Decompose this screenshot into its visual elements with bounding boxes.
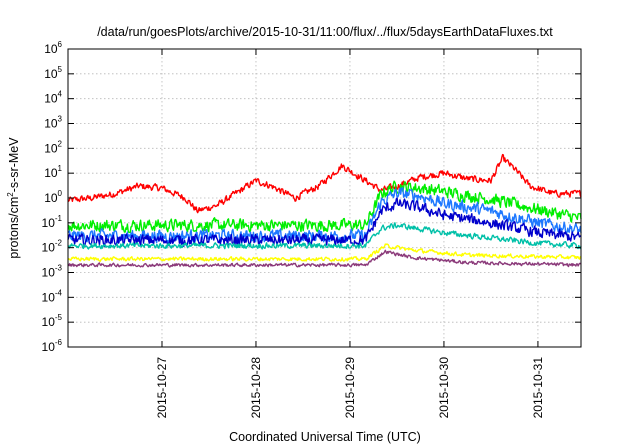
y-tick-base: 10 bbox=[42, 216, 56, 230]
x-axis-title: Coordinated Universal Time (UTC) bbox=[229, 430, 421, 444]
x-tick-label: 2015-10-30 bbox=[437, 357, 451, 419]
chart-title: /data/run/goesPlots/archive/2015-10-31/1… bbox=[97, 25, 553, 39]
y-tick-label: 10-5 bbox=[42, 313, 63, 329]
y-tick-exponent: -6 bbox=[55, 338, 63, 347]
y-tick-label: 10-1 bbox=[42, 214, 63, 230]
y-axis-title: protons/cm2-s-sr-MeV bbox=[6, 137, 21, 259]
y-tick-base: 10 bbox=[44, 141, 58, 155]
y-tick-label: 103 bbox=[44, 115, 62, 131]
x-tick-label: 2015-10-31 bbox=[531, 357, 545, 419]
y-tick-exponent: 2 bbox=[58, 139, 63, 148]
y-tick-label: 10-2 bbox=[42, 239, 63, 255]
y-tick-exponent: 1 bbox=[58, 164, 63, 173]
x-tick-label: 2015-10-27 bbox=[155, 357, 169, 419]
y-tick-exponent: -2 bbox=[55, 239, 63, 248]
y-tick-exponent: 4 bbox=[58, 90, 63, 99]
y-tick-exponent: 3 bbox=[58, 115, 63, 124]
grid bbox=[68, 49, 581, 347]
y-tick-base: 10 bbox=[42, 315, 56, 329]
y-tick-base: 10 bbox=[44, 191, 58, 205]
y-tick-label: 106 bbox=[44, 40, 62, 56]
y-tick-label: 10-6 bbox=[42, 338, 63, 354]
y-tick-label: 101 bbox=[44, 164, 62, 180]
y-tick-exponent: 5 bbox=[58, 65, 63, 74]
x-axis: 2015-10-27 2015-10-28 2015-10-29 2015-10-30… bbox=[155, 49, 545, 418]
y-tick-base: 10 bbox=[44, 166, 58, 180]
y-tick-base: 10 bbox=[44, 42, 58, 56]
y-tick-exponent: -4 bbox=[55, 288, 63, 297]
y-axis: 10-610-510-410-310-210-11001011021031041… bbox=[42, 40, 581, 354]
series-line-2 bbox=[67, 180, 582, 234]
y-tick-label: 104 bbox=[44, 90, 62, 106]
y-tick-exponent: -3 bbox=[55, 264, 63, 273]
y-tick-exponent: 0 bbox=[58, 189, 63, 198]
y-tick-base: 10 bbox=[42, 290, 56, 304]
series-line-1 bbox=[67, 153, 582, 214]
y-tick-label: 105 bbox=[44, 65, 62, 81]
y-tick-label: 10-3 bbox=[42, 264, 63, 280]
y-tick-label: 102 bbox=[44, 139, 62, 155]
x-tick-label: 2015-10-29 bbox=[343, 357, 357, 419]
y-tick-base: 10 bbox=[42, 340, 56, 354]
series-line-5 bbox=[67, 222, 582, 250]
y-tick-base: 10 bbox=[44, 92, 58, 106]
y-axis-title-exponent: 2 bbox=[6, 192, 15, 197]
y-tick-label: 10-4 bbox=[42, 288, 63, 304]
y-tick-exponent: -1 bbox=[55, 214, 63, 223]
y-tick-base: 10 bbox=[42, 266, 56, 280]
y-tick-exponent: -5 bbox=[55, 313, 63, 322]
y-tick-base: 10 bbox=[44, 117, 58, 131]
series-line-7 bbox=[67, 249, 582, 268]
y-tick-exponent: 6 bbox=[58, 40, 63, 49]
y-tick-base: 10 bbox=[42, 241, 56, 255]
y-axis-title-units: -s-sr-MeV bbox=[7, 137, 21, 193]
x-tick-label: 2015-10-28 bbox=[249, 357, 263, 419]
y-axis-title-main: protons/cm bbox=[7, 197, 21, 259]
y-tick-base: 10 bbox=[44, 67, 58, 81]
series-line-4 bbox=[67, 197, 582, 248]
series-layer bbox=[67, 153, 582, 268]
series-line-6 bbox=[67, 243, 582, 262]
y-tick-label: 100 bbox=[44, 189, 62, 205]
